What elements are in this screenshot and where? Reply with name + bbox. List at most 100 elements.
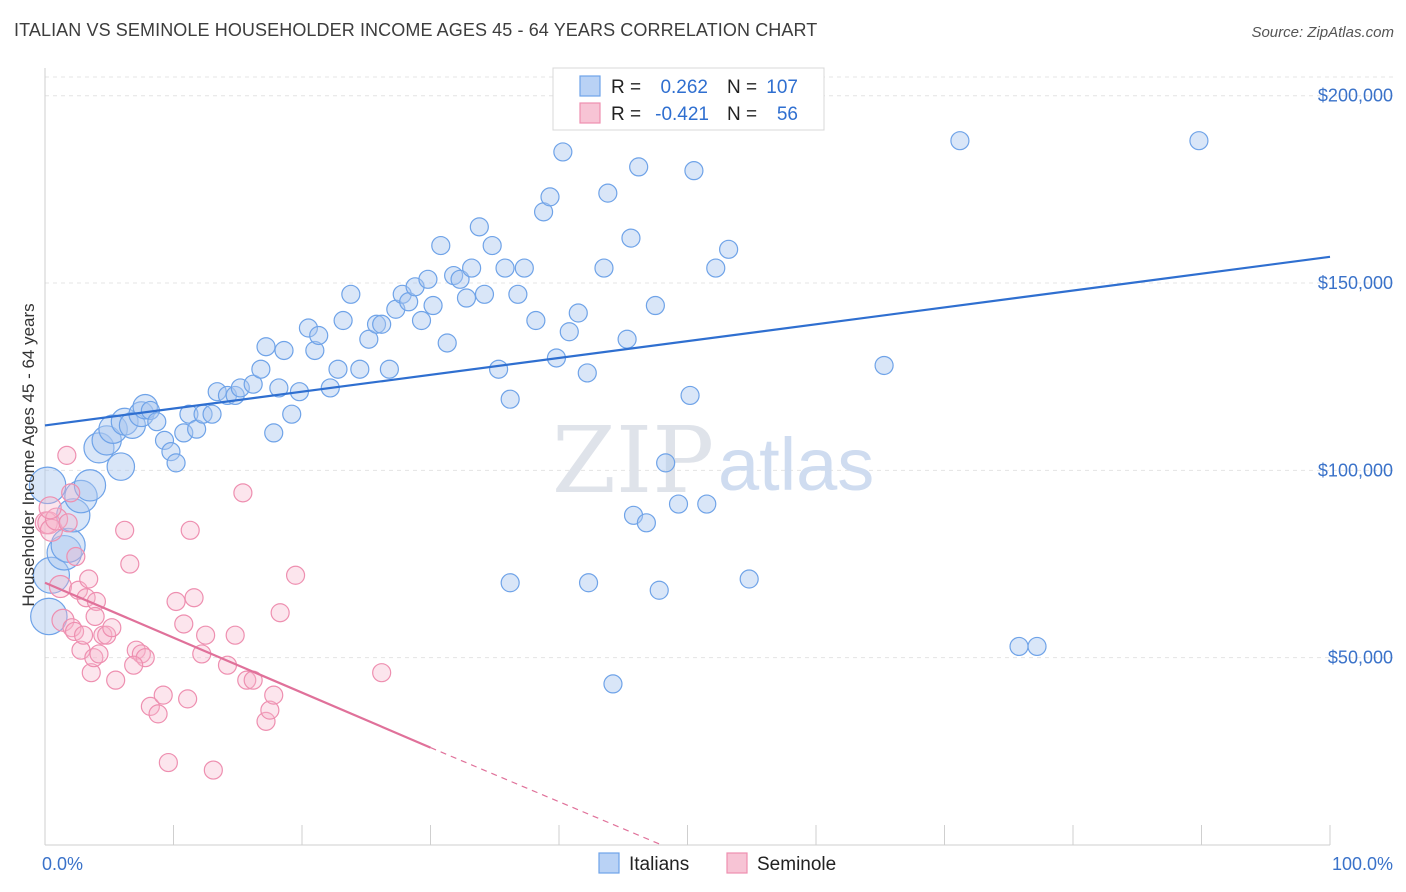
legend-r-label-seminole: R = xyxy=(611,104,641,125)
point-italians xyxy=(482,235,502,256)
y-tick-labels: $50,000 $100,000 $150,000 $200,000 xyxy=(1318,86,1393,668)
legend-n-label-seminole: N = xyxy=(727,104,757,125)
point-italians xyxy=(495,258,515,278)
point-seminole xyxy=(225,625,245,645)
point-seminole xyxy=(270,603,290,623)
point-italians xyxy=(437,333,457,353)
point-seminole xyxy=(106,670,126,690)
point-italians xyxy=(739,569,759,589)
point-italians xyxy=(500,389,520,409)
point-italians xyxy=(256,337,276,357)
point-italians xyxy=(621,228,641,248)
point-italians xyxy=(656,453,676,473)
point-italians xyxy=(179,404,199,424)
point-italians xyxy=(350,359,370,379)
point-italians xyxy=(706,258,726,278)
point-italians xyxy=(474,284,495,304)
point-italians xyxy=(684,161,704,181)
point-italians xyxy=(617,329,637,349)
point-italians xyxy=(73,469,107,502)
point-italians xyxy=(309,325,329,346)
y-tick-label: $50,000 xyxy=(1328,648,1393,668)
point-italians xyxy=(514,258,534,278)
point-italians xyxy=(594,258,614,278)
point-seminole xyxy=(115,520,135,540)
point-seminole xyxy=(180,520,200,540)
point-italians xyxy=(469,217,489,237)
y-tick-label: $200,000 xyxy=(1318,86,1393,106)
legend-n-value-seminole: 56 xyxy=(777,104,798,125)
point-italians xyxy=(553,142,573,162)
point-italians xyxy=(372,314,392,334)
point-italians xyxy=(603,674,623,694)
point-italians xyxy=(411,310,432,331)
point-seminole xyxy=(148,704,168,724)
point-seminole xyxy=(61,483,81,503)
legend-swatch-seminole xyxy=(579,102,601,124)
point-seminole xyxy=(85,606,105,627)
point-seminole xyxy=(233,483,253,503)
watermark-atlas: atlas xyxy=(718,423,874,506)
gridlines xyxy=(45,76,1395,659)
bottom-legend-italians: Italians xyxy=(629,854,689,875)
watermark: ZIP atlas xyxy=(552,407,874,514)
point-seminole xyxy=(203,760,223,780)
point-italians xyxy=(559,322,579,342)
point-italians xyxy=(379,359,399,379)
point-seminole xyxy=(158,752,178,773)
point-italians xyxy=(568,303,588,323)
point-italians xyxy=(500,573,520,593)
y-tick-label: $150,000 xyxy=(1318,273,1393,293)
point-seminole xyxy=(178,689,198,709)
legend: R = 0.262 N = 107 R = -0.421 N = 56 xyxy=(552,67,825,131)
trend-lines xyxy=(44,255,1331,846)
legend-n-label-italians: N = xyxy=(727,77,757,98)
point-italians xyxy=(264,423,284,443)
legend-n-value-italians: 107 xyxy=(766,77,798,98)
point-italians xyxy=(462,258,482,278)
point-italians xyxy=(333,310,353,331)
point-italians xyxy=(598,183,618,203)
point-italians xyxy=(668,494,689,514)
chart-title: ITALIAN VS SEMINOLE HOUSEHOLDER INCOME A… xyxy=(14,20,818,40)
point-italians xyxy=(577,363,597,383)
point-italians xyxy=(274,340,294,361)
point-italians xyxy=(328,359,348,379)
point-seminole xyxy=(57,445,77,465)
point-italians xyxy=(540,187,560,207)
point-seminole xyxy=(66,546,86,567)
point-seminole xyxy=(166,591,186,612)
point-italians xyxy=(243,374,263,394)
point-seminole xyxy=(153,685,173,705)
point-seminole xyxy=(51,608,75,632)
trend-seminole-extension xyxy=(430,747,663,846)
point-italians xyxy=(697,494,717,514)
point-italians xyxy=(174,423,194,443)
legend-r-value-italians: 0.262 xyxy=(660,77,708,98)
point-seminole xyxy=(140,696,160,716)
point-italians xyxy=(202,404,222,424)
point-italians xyxy=(450,269,470,289)
x-tick-labels: 0.0% 100.0% xyxy=(42,854,1393,874)
y-tick-label: $100,000 xyxy=(1318,460,1393,480)
point-italians xyxy=(1189,131,1209,151)
point-italians xyxy=(147,412,167,432)
point-italians xyxy=(950,131,970,151)
point-italians xyxy=(636,513,656,533)
point-seminole xyxy=(73,625,94,645)
point-seminole xyxy=(260,700,280,720)
legend-r-value-seminole: -0.421 xyxy=(655,104,709,125)
point-italians xyxy=(431,235,451,256)
point-italians xyxy=(874,355,894,376)
y-axis-label: Householder Income Ages 45 - 64 years xyxy=(19,303,38,606)
point-italians xyxy=(166,453,186,473)
legend-swatch-italians xyxy=(579,75,601,97)
point-italians xyxy=(649,580,669,600)
point-italians xyxy=(106,452,136,481)
axes xyxy=(44,68,1331,846)
point-italians xyxy=(680,385,700,406)
point-italians xyxy=(629,157,649,177)
point-seminole xyxy=(44,507,69,531)
point-italians xyxy=(508,284,528,304)
